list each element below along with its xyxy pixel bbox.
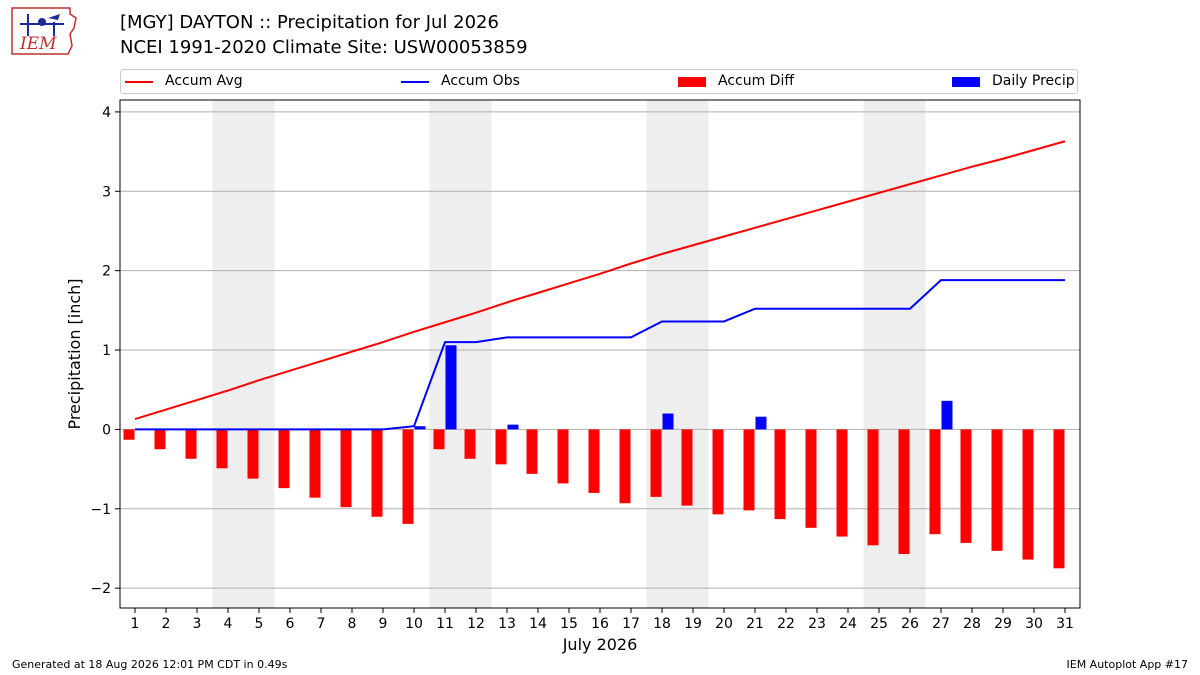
footer-generated: Generated at 18 Aug 2026 12:01 PM CDT in… xyxy=(12,658,288,671)
x-tick-label-29: 29 xyxy=(994,616,1012,632)
chart-subtitle: NCEI 1991-2020 Climate Site: USW00053859 xyxy=(120,37,528,58)
accum-diff-bar-27 xyxy=(929,429,941,535)
y-tick-label-2: 0 xyxy=(102,422,111,438)
x-axis-label: July 2026 xyxy=(562,635,638,654)
x-tick-label-4: 4 xyxy=(224,616,233,632)
x-tick-label-27: 27 xyxy=(932,616,950,632)
x-tick-label-26: 26 xyxy=(901,616,919,632)
daily-precip-bar-11 xyxy=(445,345,457,430)
footer-app-id: IEM Autoplot App #17 xyxy=(1066,658,1189,671)
x-tick-label-14: 14 xyxy=(529,616,547,632)
accum-obs-line xyxy=(135,279,1065,431)
accum-diff-bar-21 xyxy=(743,429,755,511)
logo-text: IEM xyxy=(20,34,57,54)
accum-diff-bar-7 xyxy=(309,429,321,498)
x-tick-label-10: 10 xyxy=(405,616,423,632)
accum-diff-bar-13 xyxy=(495,429,507,465)
accum-diff-bar-10 xyxy=(402,429,414,524)
daily-precip-bar-18 xyxy=(662,413,674,430)
accum-diff-bar-6 xyxy=(278,429,290,489)
y-tick-label-0: −2 xyxy=(90,581,111,597)
x-tick-label-21: 21 xyxy=(746,616,764,632)
y-tick-label-1: −1 xyxy=(90,502,111,518)
x-tick-label-2: 2 xyxy=(162,616,171,632)
accum-diff-bar-16 xyxy=(588,429,600,493)
iem-logo-icon: IEM xyxy=(8,6,80,60)
accum-diff-bar-5 xyxy=(247,429,259,479)
accum-diff-bar-3 xyxy=(185,429,197,459)
accum-diff-bar-26 xyxy=(898,429,910,555)
accum-diff-bar-9 xyxy=(371,429,383,517)
x-tick-label-15: 15 xyxy=(560,616,578,632)
x-tick-label-23: 23 xyxy=(808,616,826,632)
weekend-shade-1 xyxy=(212,100,275,608)
daily-precip-bar-27 xyxy=(941,400,953,430)
x-tick-label-13: 13 xyxy=(498,616,516,632)
daily-precip-bar-21 xyxy=(755,416,767,430)
accum-diff-bar-20 xyxy=(712,429,724,515)
legend-label-accum-obs: Accum Obs xyxy=(441,73,520,89)
x-tick-label-12: 12 xyxy=(467,616,485,632)
x-tick-label-18: 18 xyxy=(653,616,671,632)
y-tick-label-5: 3 xyxy=(102,184,111,200)
accum-diff-bar-25 xyxy=(867,429,879,546)
x-tick-label-17: 17 xyxy=(622,616,640,632)
x-tick-label-8: 8 xyxy=(348,616,357,632)
x-tick-label-19: 19 xyxy=(684,616,702,632)
x-tick-label-28: 28 xyxy=(963,616,981,632)
accum-diff-bar-22 xyxy=(774,429,786,520)
legend-label-accum-diff: Accum Diff xyxy=(718,73,795,89)
accum-diff-bar-8 xyxy=(340,429,352,508)
weekend-shade-3 xyxy=(646,100,709,608)
x-tick-label-24: 24 xyxy=(839,616,857,632)
accum-diff-bar-14 xyxy=(526,429,538,474)
x-tick-label-9: 9 xyxy=(379,616,388,632)
x-tick-label-6: 6 xyxy=(286,616,295,632)
y-tick-label-4: 2 xyxy=(102,264,111,280)
accum-diff-bar-19 xyxy=(681,429,693,506)
accum-diff-bar-11 xyxy=(433,429,445,450)
x-tick-label-20: 20 xyxy=(715,616,733,632)
accum-diff-bar-2 xyxy=(154,429,166,450)
legend-swatch-accum-diff xyxy=(678,77,706,87)
legend-label-daily-precip: Daily Precip xyxy=(992,73,1075,89)
x-tick-label-11: 11 xyxy=(436,616,454,632)
x-tick-label-30: 30 xyxy=(1025,616,1043,632)
legend: Accum Avg Accum Obs Accum Diff Daily Pre… xyxy=(120,69,1078,94)
accum-diff-bar-1 xyxy=(123,429,135,440)
daily-precip-bar-10 xyxy=(414,426,426,430)
accum-diff-bar-30 xyxy=(1022,429,1034,560)
x-tick-label-22: 22 xyxy=(777,616,795,632)
x-tick-label-16: 16 xyxy=(591,616,609,632)
y-tick-label-3: 1 xyxy=(102,343,111,359)
accum-diff-bar-15 xyxy=(557,429,569,484)
legend-swatch-accum-obs xyxy=(401,81,429,83)
y-tick-label-6: 4 xyxy=(102,105,111,121)
accum-diff-bar-17 xyxy=(619,429,631,504)
accum-diff-bar-24 xyxy=(836,429,848,537)
daily-precip-bar-13 xyxy=(507,424,519,430)
legend-label-accum-avg: Accum Avg xyxy=(165,73,243,89)
legend-swatch-accum-avg xyxy=(125,81,153,83)
accum-diff-bar-31 xyxy=(1053,429,1065,569)
chart-title: [MGY] DAYTON :: Precipitation for Jul 20… xyxy=(120,12,499,33)
x-tick-label-5: 5 xyxy=(255,616,264,632)
weekend-shade-2 xyxy=(429,100,492,608)
accum-diff-bar-23 xyxy=(805,429,817,528)
x-tick-label-3: 3 xyxy=(193,616,202,632)
y-axis-label: Precipitation [inch] xyxy=(65,278,84,429)
legend-swatch-daily-precip xyxy=(952,77,980,87)
accum-diff-bar-29 xyxy=(991,429,1003,551)
x-tick-label-25: 25 xyxy=(870,616,888,632)
accum-diff-bar-4 xyxy=(216,429,228,469)
accum-diff-bar-18 xyxy=(650,429,662,497)
x-tick-label-31: 31 xyxy=(1056,616,1074,632)
accum-diff-bar-28 xyxy=(960,429,972,543)
x-tick-label-7: 7 xyxy=(317,616,326,632)
x-tick-label-1: 1 xyxy=(131,616,140,632)
accum-diff-bar-12 xyxy=(464,429,476,459)
accum-avg-line xyxy=(134,140,1066,421)
